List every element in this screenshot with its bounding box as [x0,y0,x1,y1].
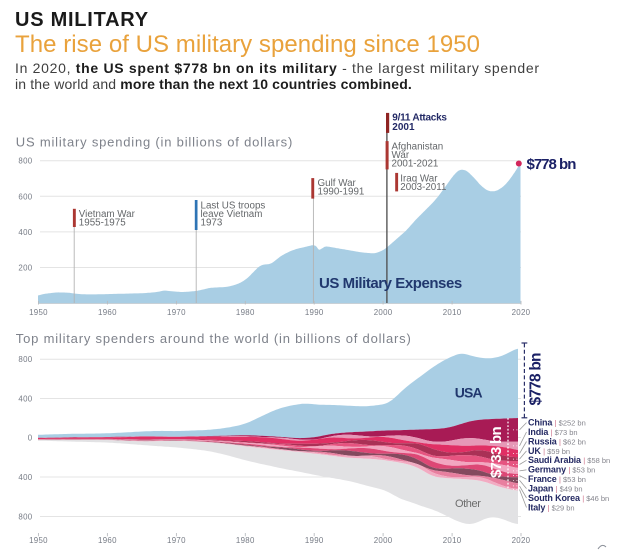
svg-text:1960: 1960 [98,536,117,545]
svg-text:France | $53 bn: France | $53 bn [528,474,586,484]
svg-text:leave Vietnam: leave Vietnam [201,209,263,220]
svg-text:800: 800 [18,513,32,522]
svg-text:India | $73 bn: India | $73 bn [528,427,578,437]
svg-text:2010: 2010 [443,308,462,317]
svg-text:0: 0 [28,434,33,443]
svg-text:Last US troops: Last US troops [201,200,266,211]
svg-text:Saudi Arabia | $58 bn: Saudi Arabia | $58 bn [528,455,610,465]
svg-text:Afghanistan: Afghanistan [392,141,444,152]
svg-text:1960: 1960 [98,308,117,317]
svg-text:2000: 2000 [374,308,393,317]
svg-text:1990: 1990 [305,536,324,545]
svg-text:1990: 1990 [305,308,324,317]
svg-text:1973: 1973 [201,217,223,228]
svg-text:Japan | $49 bn: Japan | $49 bn [528,484,583,494]
svg-text:Russia | $62 bn: Russia | $62 bn [528,436,586,446]
svg-text:1950: 1950 [29,308,48,317]
svg-text:Vietnam War: Vietnam War [79,209,136,220]
svg-text:2001-2021: 2001-2021 [392,159,439,170]
svg-text:2020: 2020 [512,308,531,317]
svg-text:400: 400 [18,395,32,404]
svg-text:1980: 1980 [236,536,255,545]
svg-text:$778 bn: $778 bn [528,353,545,405]
svg-text:2000: 2000 [374,536,393,545]
svg-text:Germany | $53 bn: Germany | $53 bn [528,465,595,475]
svg-text:$778 bn: $778 bn [527,156,577,173]
svg-text:2020: 2020 [512,536,531,545]
svg-text:400: 400 [18,228,32,237]
svg-text:600: 600 [18,192,32,201]
svg-text:400: 400 [18,473,32,482]
svg-text:Other: Other [455,498,481,510]
svg-text:UK | $59 bn: UK | $59 bn [528,446,570,456]
svg-text:War: War [392,150,410,161]
svg-text:Italy | $29 bn: Italy | $29 bn [528,502,575,512]
svg-text:1950: 1950 [29,536,48,545]
svg-text:Gulf War: Gulf War [318,178,357,189]
svg-text:800: 800 [18,157,32,166]
svg-text:Iraq War: Iraq War [400,173,438,184]
svg-text:1970: 1970 [167,536,186,545]
svg-text:1970: 1970 [167,308,186,317]
svg-text:1990-1991: 1990-1991 [318,187,365,198]
svg-text:2010: 2010 [443,536,462,545]
svg-text:US military spending (in billi: US military spending (in billions of dol… [16,135,293,150]
svg-text:2001: 2001 [392,122,415,133]
svg-text:1980: 1980 [236,308,255,317]
svg-text:Top military spenders around t: Top military spenders around the world (… [16,331,412,346]
svg-text:USA: USA [455,385,483,401]
svg-text:1955-1975: 1955-1975 [79,217,126,228]
svg-text:US Military Expenses: US Military Expenses [319,275,462,292]
svg-text:800: 800 [18,355,32,364]
svg-text:9/11 Attacks: 9/11 Attacks [392,113,447,124]
svg-text:200: 200 [18,264,32,273]
svg-text:South Korea | $46 bn: South Korea | $46 bn [528,493,609,503]
svg-text:China | $252 bn: China | $252 bn [528,418,586,428]
svg-text:2003-2011: 2003-2011 [400,182,446,193]
svg-text:$733 bn: $733 bn [488,426,505,477]
